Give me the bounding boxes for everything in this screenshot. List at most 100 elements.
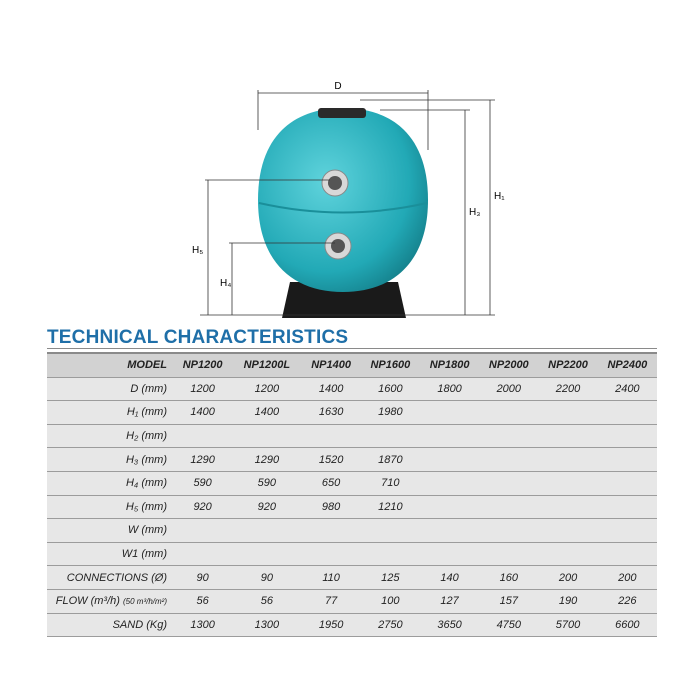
- table-cell: 226: [597, 588, 657, 614]
- table-cell: [479, 400, 539, 425]
- table-row: H₃ (mm) 1290 1290 1520 1870: [47, 447, 657, 472]
- table-row: W (mm): [47, 518, 657, 543]
- row-label-text: H₂ (mm): [126, 430, 167, 443]
- table-cell: [173, 541, 233, 566]
- table-cell: 127: [419, 588, 480, 614]
- row-label-text: W1 (mm): [121, 548, 167, 561]
- table-cell: 1290: [232, 447, 302, 472]
- table-cell: 980: [301, 494, 361, 519]
- table-cell: 1800: [419, 376, 480, 401]
- tank-lid: [318, 108, 366, 118]
- tank-seam: [258, 202, 428, 214]
- table-cell: 1400: [232, 400, 302, 425]
- table-cell: 1400: [301, 376, 361, 401]
- table-cell: 1200: [232, 376, 302, 401]
- header-cell: NP1600: [360, 351, 420, 378]
- table-cell: [173, 423, 233, 448]
- row-label-text: H₁ (mm): [126, 406, 167, 419]
- table-cell: [538, 423, 598, 448]
- table-cell: 1400: [173, 400, 233, 425]
- table-cell: [232, 518, 302, 543]
- table-cell: [360, 541, 420, 566]
- row-label-text: H₃ (mm): [125, 453, 167, 466]
- table-cell: 1300: [173, 612, 233, 638]
- row-label: W (mm): [47, 518, 173, 543]
- table-cell: 160: [479, 565, 539, 590]
- table-cell: [232, 541, 302, 566]
- table-row: W1 (mm): [47, 541, 657, 566]
- table-cell: 190: [538, 588, 598, 614]
- table-row: H₂ (mm): [47, 423, 657, 448]
- table-cell: 1210: [360, 494, 420, 519]
- table-cell: [479, 494, 539, 519]
- section-title: TECHNICAL CHARACTERISTICS: [47, 327, 349, 348]
- table-cell: 920: [232, 494, 302, 519]
- row-label: W1 (mm): [47, 541, 173, 566]
- table-cell: 200: [597, 565, 657, 590]
- table-cell: [419, 447, 480, 472]
- table-row: H₄ (mm) 590 590 650 710: [47, 470, 657, 496]
- table-row: SAND (Kg) 1300 1300 1950 2750 3650 4750 5700 660…: [47, 612, 657, 638]
- table-cell: [538, 400, 598, 425]
- row-label: CONNECTIONS (Ø): [47, 565, 173, 590]
- row-label-note: (50 m³/h/m²): [123, 597, 167, 607]
- table-cell: [360, 518, 420, 543]
- row-label-text: FLOW (m³/h): [55, 595, 120, 608]
- header-cell: NP2200: [538, 351, 598, 378]
- row-label-text: CONNECTIONS (Ø): [66, 571, 167, 584]
- row-label: H₅ (mm): [47, 494, 173, 519]
- row-label-text: SAND (Kg): [112, 618, 167, 631]
- table-cell: 6600: [597, 612, 657, 638]
- header-cell: MODEL: [47, 351, 173, 378]
- table-cell: 2400: [597, 376, 657, 401]
- dim-label: H₄: [220, 278, 231, 289]
- table-cell: [597, 494, 657, 519]
- table-row: FLOW (m³/h) (50 m³/h/m²) 56 56 77 100 127 157 1…: [47, 588, 657, 614]
- table-cell: [538, 470, 598, 496]
- table-cell: 650: [301, 470, 361, 496]
- table-cell: 2750: [360, 612, 420, 638]
- table-cell: [301, 423, 361, 448]
- table-cell: 1290: [173, 447, 233, 472]
- table-cell: [479, 518, 539, 543]
- row-label: FLOW (m³/h) (50 m³/h/m²): [47, 588, 173, 614]
- table-row: H₅ (mm) 920 920 980 1210: [47, 494, 657, 519]
- table-cell: 1630: [301, 400, 361, 425]
- table-row: D (mm) 1200 1200 1400 1600 1800 2000 2200 2400: [47, 376, 657, 401]
- table-cell: 200: [538, 565, 598, 590]
- tank-base: [282, 282, 406, 318]
- row-label-text: D (mm): [130, 382, 167, 395]
- table-cell: 1870: [360, 447, 420, 472]
- spec-table: MODEL NP1200 NP1200L NP1400 NP1600 NP1800 NP20…: [47, 351, 657, 638]
- table-cell: [360, 423, 420, 448]
- table-cell: [232, 423, 302, 448]
- table-cell: [419, 494, 480, 519]
- table-cell: [419, 423, 480, 448]
- table-cell: 710: [360, 470, 420, 496]
- table-cell: 125: [360, 565, 420, 590]
- table-cell: [479, 447, 539, 472]
- table-cell: [597, 400, 657, 425]
- table-cell: 56: [232, 588, 302, 614]
- table-cell: [419, 518, 480, 543]
- table-cell: [419, 400, 480, 425]
- table-cell: [173, 518, 233, 543]
- table-cell: [419, 470, 480, 496]
- table-cell: [597, 447, 657, 472]
- table-cell: 90: [173, 565, 233, 590]
- dim-label: H₅: [192, 245, 203, 256]
- port-hole: [328, 176, 342, 190]
- filter-illustration: D H₁ H₃ H₅ H₄: [192, 81, 505, 318]
- table-cell: 90: [232, 565, 302, 590]
- row-label-text: H₄ (mm): [125, 477, 167, 490]
- table-cell: 1200: [173, 376, 233, 401]
- row-label: D (mm): [47, 376, 173, 401]
- table-cell: 157: [479, 588, 539, 614]
- row-label-text: W (mm): [127, 524, 167, 537]
- port-hole: [331, 239, 345, 253]
- row-label: SAND (Kg): [47, 612, 173, 638]
- table-cell: 56: [173, 588, 233, 614]
- header-cell: NP1400: [301, 351, 361, 378]
- table-cell: 920: [173, 494, 233, 519]
